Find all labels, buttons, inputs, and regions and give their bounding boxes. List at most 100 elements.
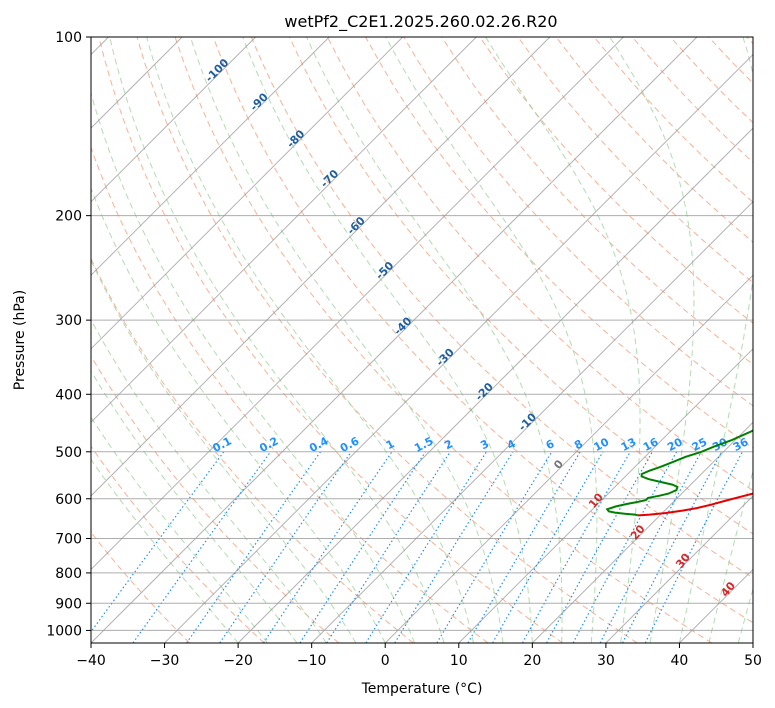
dry-adiabat [441,37,753,365]
moist-adiabat [678,37,753,643]
moist-adiabat [91,370,298,643]
dry-adiabat [91,257,414,643]
moist-adiabat [91,458,239,643]
isotherm-label: -20 [473,380,496,403]
y-axis: 100 200 300 400 500 600 700 800 900 1000 [46,30,91,639]
plot-area: 0.1 0.2 0.4 0.6 1 1.5 2 3 4 6 8 10 13 16 20 25 30 36-100-… [91,37,753,643]
pressure-gridlines [91,37,753,631]
dry-adiabat [174,37,713,643]
moist-adiabat [146,37,474,643]
chart-title: wetPf2_C2E1.2025.260.02.26.R20 [284,12,557,32]
dry-adiabat [98,37,563,643]
moist-adiabat [91,416,268,643]
dry-adiabat [517,37,753,284]
x-tick-label: −10 [297,653,327,669]
dry-adiabat [250,37,753,579]
x-tick-label: −40 [76,653,106,669]
mixing-ratio-label: 20 [665,435,685,454]
mixing-ratio-label: 25 [690,435,710,454]
x-tick-label: 50 [744,653,762,669]
moist-adiabat [385,37,598,643]
x-axis: −40 −30 −20 −10 0 10 20 30 40 50 [76,643,762,669]
mixing-ratio-label: 16 [641,435,661,454]
isotherm [91,37,404,350]
mixing-ratio-line [262,451,393,643]
isotherm-label: -90 [248,90,271,113]
moist-adiabat [91,187,386,643]
dry-adiabat [631,37,753,163]
moist-adiabat [485,37,641,643]
mixing-ratio-line [521,451,631,643]
isotherm [311,200,753,643]
isotherm-label: -30 [434,346,457,369]
isotherm-label: -40 [391,314,414,337]
dry-adiabat [91,531,191,643]
dry-adiabat [91,355,340,643]
moist-adiabat-label: 20 [628,522,648,542]
moist-adiabat [242,37,533,643]
plot-frame [90,36,754,644]
dry-adiabats [91,37,753,643]
mixing-ratio-lines [91,451,743,643]
isotherm [164,53,753,643]
isotherm [384,274,753,643]
isotherm [679,568,753,643]
dry-adiabat [288,37,753,535]
dry-adiabat [91,146,489,643]
isotherm [91,37,624,571]
x-tick-label: 10 [450,653,468,669]
isotherms [91,37,753,643]
isotherm-label: -10 [516,410,539,433]
moist-adiabat [109,37,445,643]
mixing-ratio-line [572,451,678,643]
dry-adiabat [91,445,265,643]
temperature-profile-line [637,492,753,517]
isotherm [752,642,753,643]
mixing-ratio-label: 6 [544,437,557,452]
isotherm [91,37,257,203]
moist-adiabat [737,586,753,643]
isotherm-label: -50 [373,259,396,282]
x-tick-label: 30 [597,653,615,669]
dry-adiabat [479,37,753,324]
isotherm [605,495,753,643]
moist-adiabats [91,37,753,643]
dry-adiabat [212,37,753,624]
dry-adiabat [136,37,638,643]
moist-adiabat-label: 40 [718,579,738,599]
x-tick-label: 40 [671,653,689,669]
x-tick-label: −30 [150,653,180,669]
mixing-ratio-line [186,451,321,643]
isotherm-label: -80 [284,127,307,150]
y-tick-label: 100 [55,30,82,46]
mixing-ratio-label: 10 [592,435,612,454]
mixing-ratio-line [299,451,426,643]
isotherm-label: -100 [203,56,232,85]
isotherm [458,348,753,643]
isotherm [531,421,753,643]
moist-adiabat-label: 0 [551,457,566,471]
mixing-ratio-line [326,451,451,643]
moist-adiabat [306,37,563,643]
dry-adiabat [746,37,753,45]
dry-adiabat [708,37,753,84]
mixing-ratio-line [546,451,653,643]
mixing-ratio-label: 13 [619,435,639,454]
moist-adiabat [708,468,753,643]
sounding-series [605,429,753,517]
isotherm [91,37,477,424]
isotherm [91,37,330,276]
moist-adiabat-label: 10 [586,490,606,510]
mixing-ratio-line [219,451,352,643]
y-tick-label: 600 [55,492,82,508]
isotherm-label: -70 [318,167,341,190]
y-tick-label: 800 [55,566,82,582]
isotherm [237,127,753,643]
mixing-ratio-line [91,451,225,633]
moist-adiabat [189,37,504,643]
y-tick-label: 300 [55,313,82,329]
y-tick-label: 900 [55,596,82,612]
moist-adiabat [91,318,327,643]
mixing-ratio-line [467,451,581,643]
